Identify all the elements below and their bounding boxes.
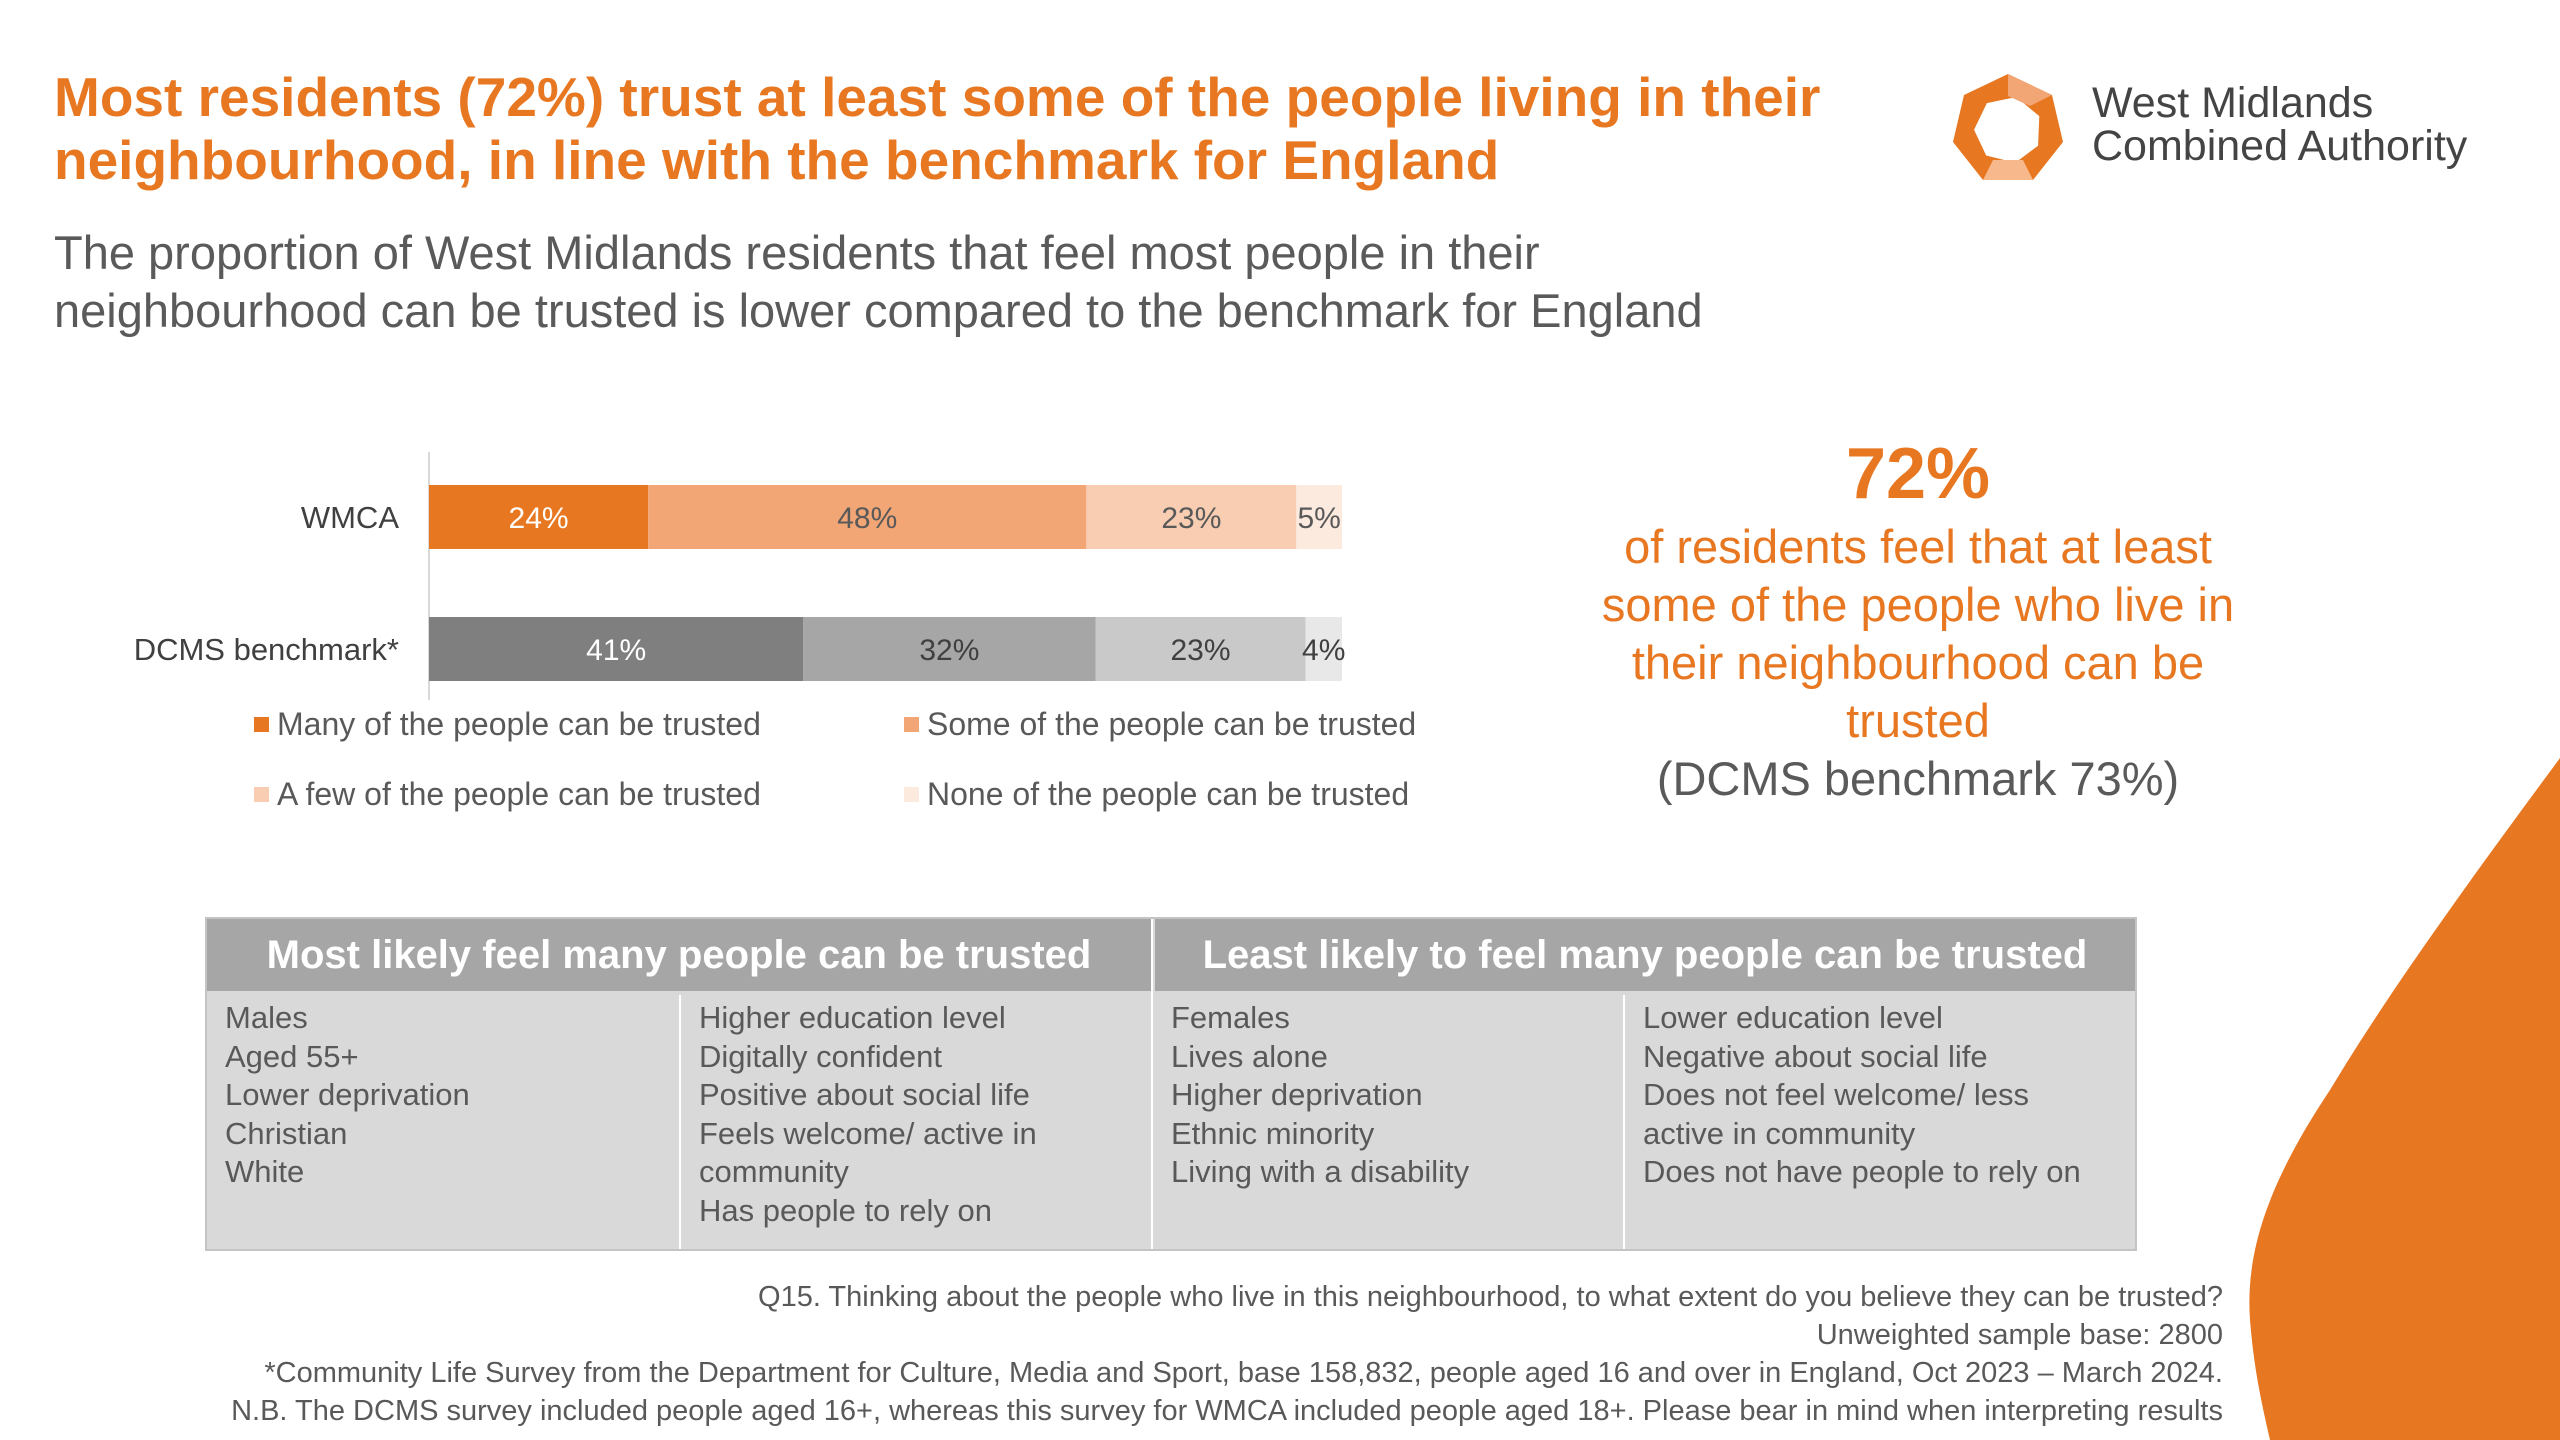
key-stat-callout: 72% of residents feel that at least some… — [1588, 430, 2248, 808]
category-label: DCMS benchmark* — [134, 632, 399, 667]
table-cell: Living with a disability — [1171, 1154, 1470, 1189]
key-stat-description: of residents feel that at least some of … — [1601, 520, 2235, 747]
data-label: 5% — [1297, 502, 1340, 535]
key-stat-value: 72% — [1845, 434, 1991, 514]
table-cell: Lives alone — [1171, 1038, 1328, 1074]
table-cell: Females — [1171, 1000, 1290, 1035]
table-cell: Lower education level — [1643, 1000, 1943, 1035]
table-column-most-likely-2: Higher education level Digitally confide… — [681, 995, 1151, 1249]
logo-text-line1: West Midlands — [2092, 79, 2374, 127]
table-header-least-likely: Least likely to feel many people can be … — [1155, 919, 2135, 991]
table-cell: Higher deprivation — [1171, 1077, 1423, 1112]
table-divider — [679, 995, 681, 1249]
legend-item: Many of the people can be trusted — [254, 706, 761, 743]
table-cell: Negative about social life — [1643, 1038, 1988, 1074]
legend-swatch — [904, 717, 919, 732]
table-cell: Digitally confident — [699, 1038, 942, 1074]
logo-mark-icon — [1953, 74, 2063, 180]
category-label: WMCA — [301, 500, 399, 535]
table-cell: Ethnic minority — [1171, 1115, 1375, 1151]
data-label: 48% — [837, 502, 897, 535]
table-cell: White — [225, 1154, 305, 1189]
bar-segment — [1296, 485, 1342, 549]
bar-segment — [803, 617, 1096, 681]
legend-label: None of the people can be trusted — [927, 776, 1410, 812]
legend-label: Some of the people can be trusted — [927, 706, 1417, 742]
bar-segment — [1095, 617, 1306, 681]
data-label: 23% — [1161, 502, 1221, 535]
table-cell: Males — [225, 1000, 308, 1035]
bar-segment — [429, 485, 649, 549]
bar-segment — [429, 617, 804, 681]
trust-profile-table: Most likely feel many people can be trus… — [205, 917, 2137, 1251]
table-column-least-likely-2: Lower education level Negative about soc… — [1625, 995, 2135, 1249]
legend-item: A few of the people can be trusted — [254, 776, 761, 813]
legend-swatch — [254, 787, 269, 802]
bar-segment — [648, 485, 1087, 549]
table-cell: Does not feel welcome/ less active in co… — [1643, 1077, 2029, 1151]
legend-swatch — [254, 717, 269, 732]
legend-item: None of the people can be trusted — [904, 776, 1409, 813]
footnote-sample-base: Unweighted sample base: 2800 — [1816, 1319, 2223, 1351]
legend-label: Many of the people can be trusted — [277, 706, 761, 742]
table-cell: Christian — [225, 1115, 348, 1151]
table-header-most-likely: Most likely feel many people can be trus… — [207, 919, 1151, 991]
table-column-least-likely-1: Females Lives alone Higher deprivation E… — [1153, 995, 1623, 1249]
footnote-source: *Community Life Survey from the Departme… — [264, 1357, 2223, 1389]
table-cell: Higher education level — [699, 1000, 1006, 1035]
data-label: 23% — [1170, 634, 1230, 667]
table-divider — [1623, 995, 1625, 1249]
table-cell: Aged 55+ — [225, 1038, 359, 1074]
table-cell: Positive about social life — [699, 1077, 1030, 1112]
data-label: 24% — [509, 502, 569, 535]
legend-swatch — [904, 787, 919, 802]
bar-segment — [1305, 617, 1342, 681]
data-label: 32% — [919, 634, 979, 667]
data-label: 4% — [1302, 634, 1345, 667]
table-cell: Feels welcome/ active in community — [699, 1115, 1037, 1190]
bar-segment — [1086, 485, 1297, 549]
legend-label: A few of the people can be trusted — [277, 776, 761, 812]
data-label: 41% — [586, 634, 646, 667]
page-subtitle: The proportion of West Midlands resident… — [54, 226, 1703, 337]
logo-text-line2: Combined Authority — [2092, 122, 2468, 170]
table-cell: Lower deprivation — [225, 1077, 470, 1112]
page-title: Most residents (72%) trust at least some… — [54, 66, 1821, 191]
table-divider — [1151, 919, 1153, 1249]
footnote-question: Q15. Thinking about the people who live … — [758, 1281, 2223, 1313]
table-cell: Does not have people to rely on — [1643, 1154, 2081, 1189]
footnote-note: N.B. The DCMS survey included people age… — [231, 1395, 2223, 1427]
table-cell: Has people to rely on — [699, 1192, 992, 1228]
table-column-most-likely-1: Males Aged 55+ Lower deprivation Christi… — [207, 995, 679, 1249]
key-stat-benchmark: (DCMS benchmark 73%) — [1656, 752, 2180, 805]
legend-item: Some of the people can be trusted — [904, 706, 1416, 743]
wmca-logo: West Midlands Combined Authority — [1944, 70, 2504, 190]
